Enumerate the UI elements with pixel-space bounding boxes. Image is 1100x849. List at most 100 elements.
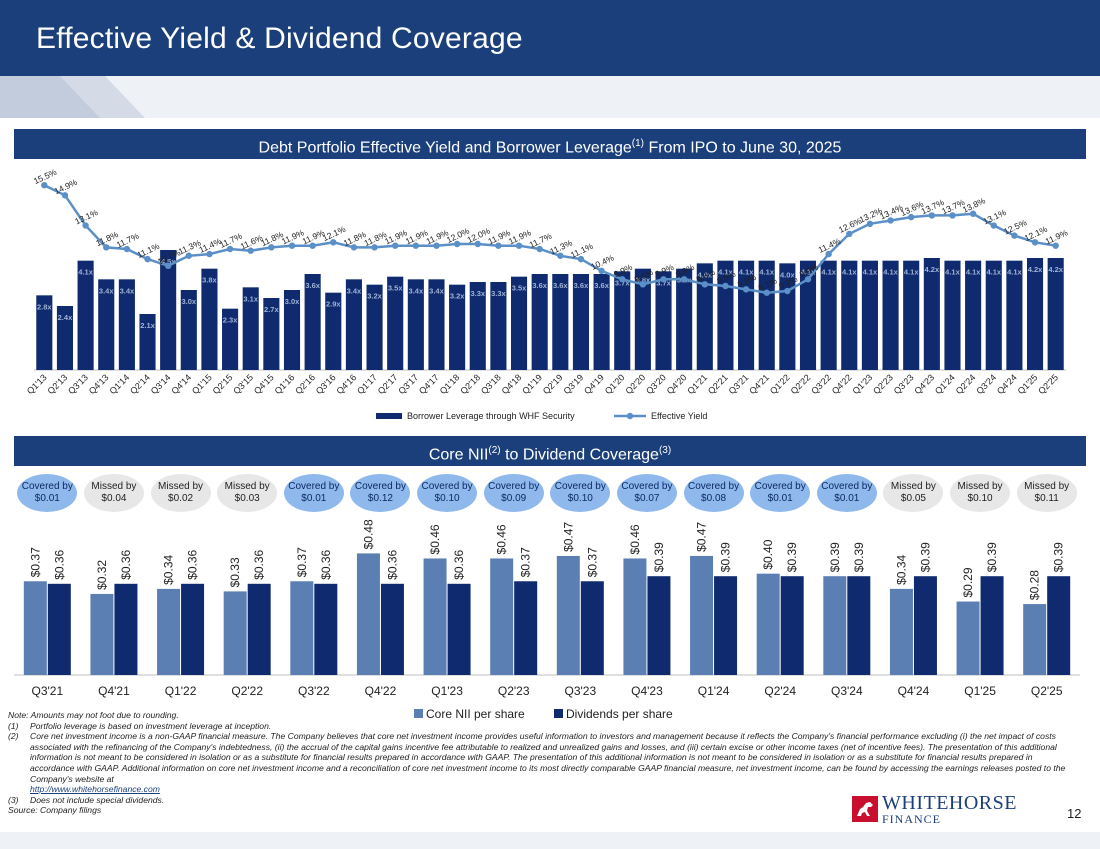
x-tick-label: Q4'24 [995, 372, 1019, 396]
x-tick-label: Q3'18 [479, 372, 503, 396]
x-tick-label: Q3'24 [974, 372, 998, 396]
horse-emblem-icon [852, 796, 878, 822]
leverage-bar [593, 274, 610, 370]
x-tick-label: Q1'21 [685, 372, 709, 396]
yield-point [144, 255, 151, 263]
coverage-bubble-missed: Missed by $0.04 [83, 474, 144, 512]
core-nii-bar [223, 591, 247, 675]
yield-point [495, 242, 502, 249]
yield-point [268, 244, 275, 251]
yield-point [288, 242, 296, 249]
yield-point [784, 287, 791, 295]
core-nii-bar [157, 588, 181, 675]
x-tick-label: Q3'14 [149, 372, 173, 396]
leverage-data-label: 4.1x [966, 268, 981, 277]
leverage-data-label: 3.8x [636, 276, 651, 285]
leverage-bar [407, 279, 424, 370]
core-nii-bar [889, 588, 913, 675]
yield-point [164, 262, 172, 270]
yield-point [453, 240, 461, 248]
leverage-bar [36, 295, 53, 370]
leverage-bar [965, 260, 982, 370]
yield-point [722, 282, 729, 290]
company-website-link[interactable]: http://www.whitehorsefinance.com [30, 784, 160, 795]
core-nii-bar [490, 558, 514, 675]
yield-point [887, 217, 894, 224]
leverage-data-label: 4.0x [697, 270, 712, 279]
core-nii-label: $0.47 [695, 522, 709, 552]
legend-nii-label: Core NII per share [426, 707, 525, 721]
leverage-data-label: 3.2x [450, 292, 465, 301]
dividend-bar [1047, 576, 1071, 675]
yield-point [619, 276, 626, 283]
dividend-bar [580, 581, 604, 675]
yield-point [206, 250, 213, 258]
core-nii-bar [623, 558, 647, 675]
chart2-banner: Core NII(2) to Dividend Coverage(3) [14, 436, 1086, 466]
x-tick-label: Q3'23 [892, 372, 916, 396]
leverage-bar [345, 279, 362, 370]
yield-point [577, 255, 585, 263]
x-tick-label: Q2'24 [954, 372, 978, 396]
yield-point [1052, 242, 1059, 249]
page-number: 12 [1067, 806, 1082, 821]
yield-point [846, 230, 853, 238]
leverage-data-label: 4.1x [801, 268, 816, 277]
leverage-data-label: 4.1x [863, 268, 878, 277]
legend-nii-swatch [414, 709, 423, 718]
x-tick-label: Q3'21 [31, 684, 63, 698]
leverage-data-label: 2.1x [140, 321, 155, 330]
header-stripe [0, 76, 1100, 118]
x-tick-label: Q3'22 [298, 684, 330, 698]
leverage-data-label: 3.0x [181, 297, 196, 306]
yield-point [598, 267, 605, 275]
chart2-title-sup1: (2) [488, 445, 501, 456]
yield-point [185, 252, 192, 259]
leverage-bar [180, 290, 197, 370]
leverage-data-label: 3.6x [305, 281, 320, 290]
leverage-data-label: 4.1x [759, 268, 774, 277]
core-nii-label: $0.34 [894, 555, 908, 585]
leverage-bar [841, 260, 858, 370]
leverage-bar [1006, 260, 1023, 370]
yield-point [103, 244, 110, 251]
leverage-bar [139, 314, 156, 370]
leverage-data-label: 3.4x [99, 286, 114, 295]
core-nii-bar [423, 558, 447, 675]
leverage-bar [510, 276, 528, 370]
leverage-bar [366, 284, 383, 370]
x-tick-label: Q3'24 [831, 684, 863, 698]
dividend-label: $0.39 [1052, 542, 1066, 572]
x-tick-label: Q4'23 [631, 684, 663, 698]
leverage-data-label: 4.1x [78, 268, 93, 277]
chart1-title-sup: (1) [631, 138, 645, 149]
core-nii-label: $0.37 [295, 547, 309, 577]
x-tick-label: Q2'22 [789, 372, 813, 396]
core-nii-label: $0.33 [228, 557, 242, 587]
leverage-bar [490, 282, 507, 370]
coverage-bubble-covered: Covered by $0.01 [816, 474, 877, 512]
leverage-data-label: 4.1x [986, 268, 1001, 277]
yield-point [701, 281, 708, 288]
yield-point [371, 244, 378, 251]
core-nii-label: $0.46 [628, 524, 642, 554]
x-tick-label: Q3'21 [727, 372, 751, 396]
core-nii-label: $0.37 [28, 547, 42, 577]
x-tick-label: Q3'22 [809, 372, 833, 396]
dividend-bar [913, 576, 937, 675]
whitehorse-logo: WHITEHORSE FINANCE [852, 793, 1017, 825]
x-tick-label: Q1'25 [964, 684, 996, 698]
x-tick-label: Q3'23 [564, 684, 596, 698]
leverage-data-label: 3.6x [532, 281, 547, 290]
coverage-bubble-missed: Missed by $0.02 [150, 474, 211, 512]
leverage-bar [98, 279, 115, 370]
leverage-data-label: 4.1x [718, 268, 733, 277]
core-nii-label: $0.29 [961, 567, 975, 597]
coverage-bubble-missed: Missed by $0.05 [883, 474, 944, 512]
x-tick-label: Q2'15 [211, 372, 235, 396]
yield-point [412, 242, 420, 249]
x-tick-label: Q2'17 [376, 372, 400, 396]
core-nii-bar [823, 576, 847, 675]
x-tick-label: Q2'20 [623, 372, 647, 396]
leverage-bar [634, 268, 651, 370]
